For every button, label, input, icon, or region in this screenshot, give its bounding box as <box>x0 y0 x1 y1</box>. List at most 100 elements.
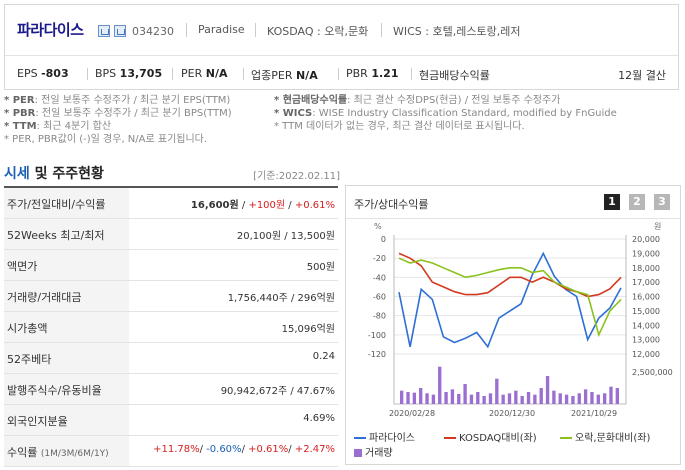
row-value: 500원 <box>306 262 335 273</box>
y-right-tick: 14,000 <box>632 321 660 330</box>
market-info: KOSDAQ : 오락,문화 <box>267 25 369 38</box>
y-right-tick: 20,000 <box>632 235 660 244</box>
company-header: 파라다이스 034230 Paradise KOSDAQ : 오락,문화 WIC… <box>4 4 679 90</box>
volume-bar <box>495 378 499 404</box>
separator <box>243 68 244 80</box>
volume-bar <box>533 394 537 404</box>
separator <box>172 68 173 80</box>
legend-item[interactable]: 파라다이스 <box>354 429 415 444</box>
note-na: * PER, PBR값이 (-)일 경우, N/A로 표기됩니다. <box>4 134 208 145</box>
building-icon[interactable] <box>114 25 126 37</box>
volume-bar <box>514 390 518 404</box>
dividend-yield-metric: 현금배당수익률 <box>419 69 490 82</box>
note-wics: * WICS: WISE Industry Classification Sta… <box>274 108 617 119</box>
volume-bar <box>596 394 600 404</box>
volume-bar <box>444 392 448 404</box>
bps-metric: BPS 13,705 <box>95 67 163 80</box>
volume-bar <box>609 386 613 404</box>
y-right-tick: 15,000 <box>632 307 660 316</box>
volume-bar <box>615 388 619 404</box>
y-right-tick: 13,000 <box>632 336 660 345</box>
note-per: * PER: 전일 보통주 수정주가 / 최근 분기 EPS(TTM) <box>4 95 231 106</box>
chart-tab-3[interactable]: 3 <box>654 194 670 210</box>
row-label: 주가/전일대비/수익률 <box>4 188 129 218</box>
chart-panel: 주가/상대수익률 1 2 3 % 원 0 -20 -40 -60 -80 -100 -120 20… <box>345 185 681 465</box>
separator <box>186 23 187 37</box>
volume-bar <box>431 394 436 404</box>
y-right-unit: 원 <box>654 222 661 231</box>
x-tick-label: 2020/12/30 <box>489 409 535 418</box>
volume-bar <box>520 396 524 404</box>
y-left-tick: -40 <box>373 273 386 282</box>
quote-table-row: 발행주식수/유동비율 90,942,672주 / 47.67% <box>4 374 338 405</box>
separator <box>381 23 382 37</box>
legend-item[interactable]: 오락,문화대비(좌) <box>560 429 650 444</box>
y-left-tick: -20 <box>373 254 386 263</box>
pbr-metric: PBR 1.21 <box>346 67 399 80</box>
volume-bar <box>583 389 588 404</box>
volume-bar <box>482 396 486 404</box>
y-left-tick: -60 <box>373 293 386 302</box>
eps-metric: EPS -803 <box>17 67 69 80</box>
chart-tab-2[interactable]: 2 <box>629 194 645 210</box>
legend-box-icon <box>354 449 362 457</box>
volume-bar <box>602 393 607 404</box>
row-value: 90,942,672주 / 47.67% <box>220 386 335 397</box>
y-left-tick: 0 <box>381 235 386 244</box>
y-right-tick: 12,000 <box>632 350 660 359</box>
row-label: 발행주식수/유동비율 <box>4 374 129 404</box>
quote-table-row: 거래량/거래대금 1,756,440주 / 296억원 <box>4 281 338 312</box>
row-value: 16,600원 / +100원 / +0.61% <box>190 200 335 211</box>
quote-table-row: 액면가 500원 <box>4 250 338 281</box>
separator <box>87 68 88 80</box>
legend-item[interactable]: KOSDAQ대비(좌) <box>444 429 537 444</box>
series-line <box>398 252 622 298</box>
separator <box>338 68 339 80</box>
quote-table-row: 52주베타 0.24 <box>4 343 338 374</box>
row-value: 1,756,440주 / 296억원 <box>227 293 335 304</box>
footnotes-right: * 현금배당수익률: 최근 결산 수정DPS(현금) / 전일 보통주 수정주가… <box>274 94 617 133</box>
volume-bar <box>457 394 461 404</box>
row-label: 52Weeks 최고/최저 <box>4 219 129 249</box>
series-line <box>398 251 622 349</box>
volume-bar <box>577 393 581 404</box>
legend-item[interactable]: 거래량 <box>354 444 393 459</box>
english-name: Paradise <box>198 23 245 36</box>
volume-bar <box>564 394 569 404</box>
quote-table-row: 시가총액 15,096억원 <box>4 312 338 343</box>
legend-line-icon <box>444 437 456 439</box>
y-right-tick: 17,000 <box>632 278 660 287</box>
y-left-tick: -100 <box>368 331 386 340</box>
volume-bar <box>488 393 493 404</box>
row-label: 수익률 (1M/3M/6M/1Y) <box>4 436 129 466</box>
row-label: 시가총액 <box>4 312 129 342</box>
row-label: 외국인지분율 <box>4 405 129 435</box>
volume-bar <box>558 393 562 404</box>
x-tick-label: 2021/10/29 <box>571 409 617 418</box>
volume-bar <box>463 384 467 404</box>
metrics-row: EPS -803 BPS 13,705 PER N/A 업종PER N/A PB… <box>5 56 678 91</box>
chart-title: 주가/상대수익률 <box>354 198 429 211</box>
volume-bar <box>469 394 474 404</box>
home-icon[interactable] <box>98 25 110 37</box>
header-divider <box>5 55 678 56</box>
chart-tab-1[interactable]: 1 <box>604 194 620 210</box>
x-tick-label: 2020/02/28 <box>389 409 435 418</box>
row-value: 4.69% <box>303 413 335 424</box>
y-right-tick: 16,000 <box>632 293 660 302</box>
separator <box>411 68 412 80</box>
quote-table-row: 수익률 (1M/3M/6M/1Y) +11.78%/ -0.60%/ +0.61%… <box>4 436 338 467</box>
volume-bar <box>552 390 556 404</box>
volume-bar <box>419 388 423 404</box>
industry-per-metric: 업종PER N/A <box>251 69 318 82</box>
company-name[interactable]: 파라다이스 <box>17 21 84 39</box>
footnotes-left: * PER: 전일 보통주 수정주가 / 최근 분기 EPS(TTM) * PB… <box>4 94 232 146</box>
wics-info: WICS : 호텔,레스토랑,레저 <box>393 25 521 38</box>
quote-table-row: 외국인지분율 4.69% <box>4 405 338 436</box>
legend-line-icon <box>354 437 366 439</box>
volume-bar <box>545 376 550 404</box>
volume-bar <box>450 389 455 404</box>
fiscal-settlement: 12월 결산 <box>618 69 666 82</box>
row-value: +11.78%/ -0.60%/ +0.61%/ +2.47% <box>153 444 335 455</box>
header-top-row: 파라다이스 034230 Paradise KOSDAQ : 오락,문화 WIC… <box>5 5 678 55</box>
